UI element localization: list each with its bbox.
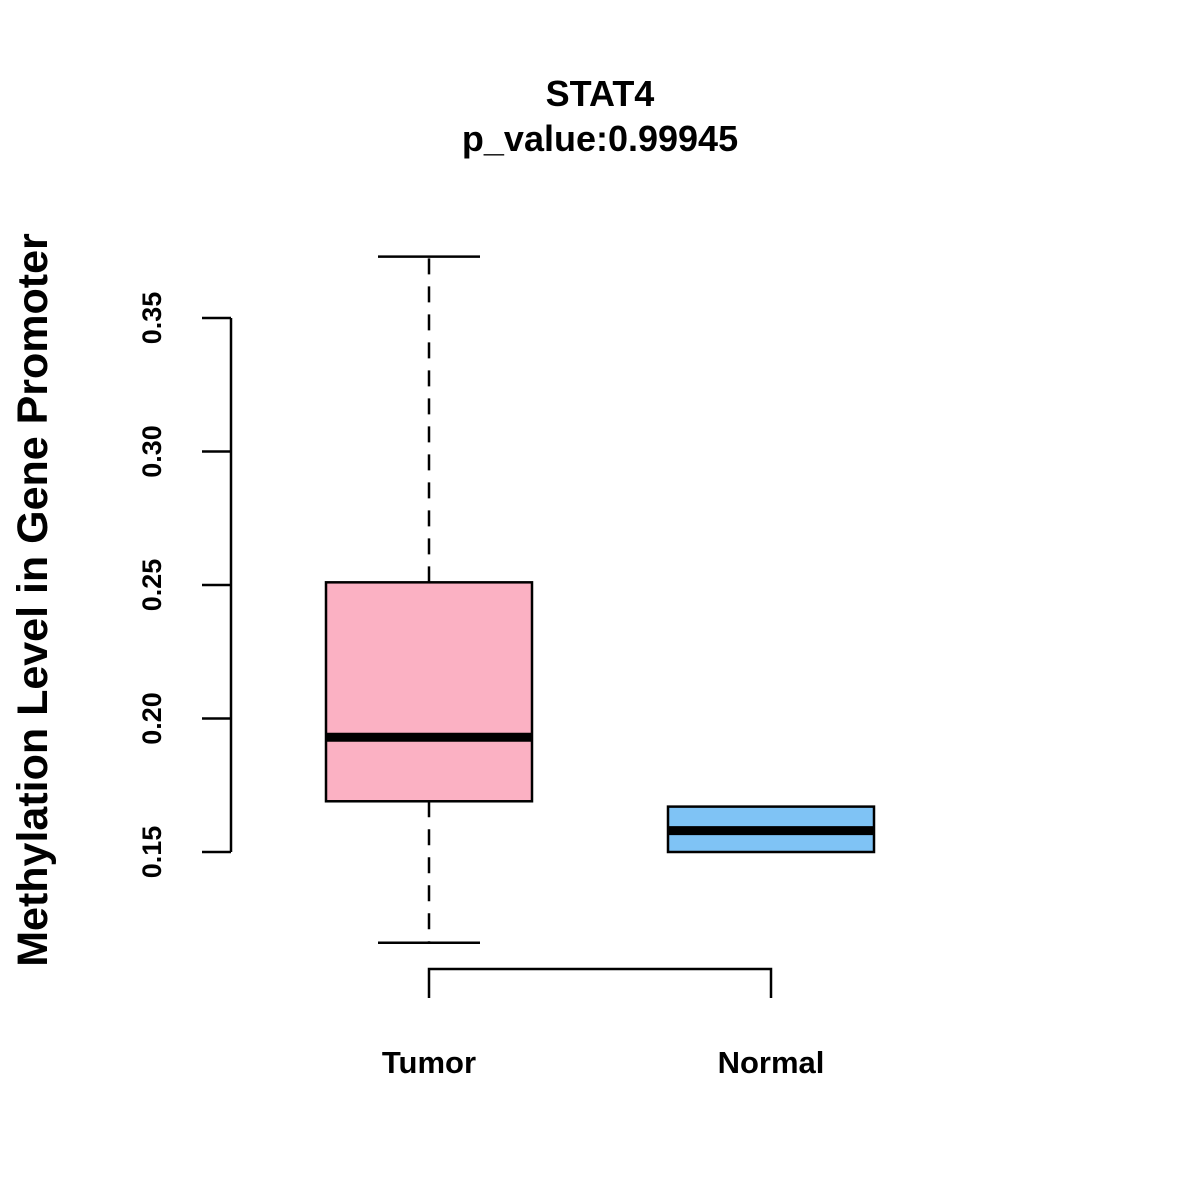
y-tick-label: 0.35 (137, 292, 167, 345)
box-iqr (324, 581, 534, 803)
category-labels: Tumor Normal (382, 1045, 824, 1080)
y-tick-label: 0.20 (137, 692, 167, 745)
y-axis: 0.15 0.20 0.25 0.30 0.35 (137, 292, 233, 879)
category-label-normal: Normal (718, 1045, 825, 1080)
bracket-line (427, 967, 773, 998)
boxes-group (324, 255, 876, 945)
y-tick-label: 0.25 (137, 559, 167, 612)
chart-subtitle: p_value:0.99945 (462, 118, 738, 159)
comparison-bracket (427, 967, 773, 998)
chart-title: STAT4 (546, 73, 655, 114)
category-label-tumor: Tumor (382, 1045, 476, 1080)
y-axis-label: Methylation Level in Gene Promoter (9, 233, 57, 967)
y-tick-label: 0.30 (137, 425, 167, 478)
y-tick-label: 0.15 (137, 826, 167, 879)
box-tumor (324, 255, 534, 945)
box-normal (666, 805, 876, 854)
